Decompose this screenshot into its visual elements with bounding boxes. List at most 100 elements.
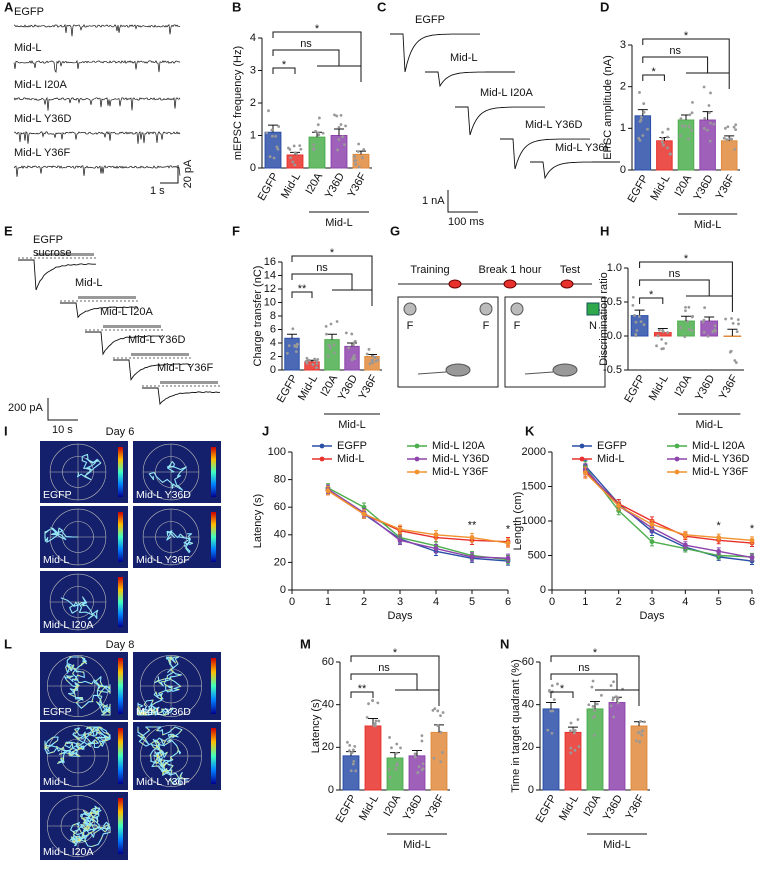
- data-dot: [399, 746, 402, 750]
- y-axis-label: Time in target quadrant (%): [510, 659, 522, 792]
- data-dot: [439, 760, 443, 764]
- object: [479, 302, 493, 316]
- data-dot: [688, 113, 692, 117]
- scale-label: 1 s: [150, 185, 165, 197]
- data-dot: [702, 318, 706, 322]
- x-tick-label: EGFP: [334, 793, 359, 825]
- data-dot: [666, 146, 669, 150]
- significance: *: [393, 647, 398, 659]
- significance: ns: [669, 45, 681, 57]
- data-dot: [307, 358, 311, 362]
- data-dot: [387, 768, 391, 772]
- legend-marker: [319, 443, 325, 449]
- data-dot: [638, 138, 642, 142]
- heatmap-label: Mid-L Y36F: [136, 554, 190, 566]
- error-bar: [681, 315, 691, 322]
- data-dot: [655, 344, 658, 348]
- color-bar: [211, 658, 216, 714]
- data-dot: [350, 358, 354, 362]
- data-dot: [441, 711, 445, 714]
- y-tick-label: 1500: [522, 480, 546, 492]
- point: [505, 540, 511, 546]
- x-tick-label: Y36D: [601, 793, 625, 823]
- data-dot: [572, 731, 576, 735]
- series-line: [327, 488, 509, 562]
- data-dot: [638, 730, 642, 734]
- data-dot: [569, 746, 573, 750]
- panel-letter: L: [4, 636, 12, 651]
- mouse-tail: [417, 371, 447, 375]
- trace: [455, 106, 545, 136]
- data-dot: [642, 323, 646, 327]
- y-tick-label: 1: [250, 129, 256, 141]
- y-tick-label: 4: [250, 32, 256, 44]
- y-tick-label: 1.0: [607, 262, 622, 274]
- bar: [630, 315, 649, 337]
- data-dot: [678, 134, 682, 138]
- data-dot: [348, 749, 351, 753]
- error-bar: [546, 702, 556, 709]
- data-dot: [569, 751, 573, 755]
- data-dot: [352, 341, 356, 345]
- trace-label: Mid-L: [450, 52, 478, 64]
- data-dot: [549, 709, 553, 713]
- x-tick-label: Y36F: [717, 373, 741, 402]
- trace: [13, 165, 181, 177]
- data-dot: [733, 359, 737, 362]
- data-dot: [661, 329, 665, 333]
- trace-label: Mid-L Y36D: [14, 113, 72, 125]
- x-tick-label: Y36D: [401, 793, 425, 823]
- trace: [13, 96, 181, 111]
- data-dot: [325, 332, 328, 336]
- legend-label: Mid-L Y36F: [432, 466, 489, 478]
- data-dot: [638, 740, 642, 744]
- x-axis-label: Days: [387, 610, 413, 622]
- point: [716, 535, 722, 540]
- swim-path-hot: [137, 656, 182, 716]
- swim-path-hot: [44, 726, 111, 764]
- point: [649, 522, 655, 527]
- data-dot: [339, 123, 343, 126]
- data-dot: [413, 755, 417, 759]
- significance: **: [358, 683, 367, 695]
- trace: [500, 138, 590, 170]
- data-dot: [656, 334, 660, 338]
- data-dot: [660, 140, 664, 144]
- phase-label: Training: [410, 264, 449, 276]
- panel-letter: N: [500, 636, 509, 651]
- data-dot: [642, 102, 646, 105]
- y-tick-label: 40: [522, 699, 534, 711]
- group-label: Mid-L: [694, 219, 722, 231]
- swim-path: [148, 461, 187, 491]
- point: [505, 555, 511, 561]
- data-dot: [365, 352, 369, 356]
- trace-label: Mid-L: [14, 42, 42, 54]
- series-line: [584, 466, 753, 558]
- panel-letter: D: [600, 0, 609, 14]
- y-tick-label: 10: [264, 296, 276, 308]
- x-tick-label: 0: [289, 596, 295, 608]
- data-dot: [285, 351, 289, 355]
- data-dot: [634, 739, 638, 743]
- y-tick-label: 60: [522, 656, 534, 668]
- error-bar: [590, 700, 600, 709]
- object-label: F: [514, 320, 521, 332]
- sig-bracket: [272, 67, 296, 74]
- data-dot: [679, 117, 683, 121]
- data-dot: [354, 159, 358, 162]
- data-dot: [642, 110, 646, 114]
- data-dot: [713, 324, 717, 328]
- x-tick-label: 4: [433, 596, 439, 608]
- panel-letter: F: [232, 223, 240, 238]
- data-dot: [374, 719, 378, 723]
- error-bar: [390, 752, 400, 758]
- data-dot: [361, 156, 364, 160]
- data-dot: [436, 709, 440, 713]
- bar: [630, 725, 648, 791]
- object: [586, 302, 600, 316]
- y-tick-label: 500: [528, 549, 546, 561]
- significance: ns: [669, 268, 681, 280]
- x-tick-label: 2: [616, 596, 622, 608]
- data-dot: [734, 123, 738, 127]
- data-dot: [376, 701, 380, 705]
